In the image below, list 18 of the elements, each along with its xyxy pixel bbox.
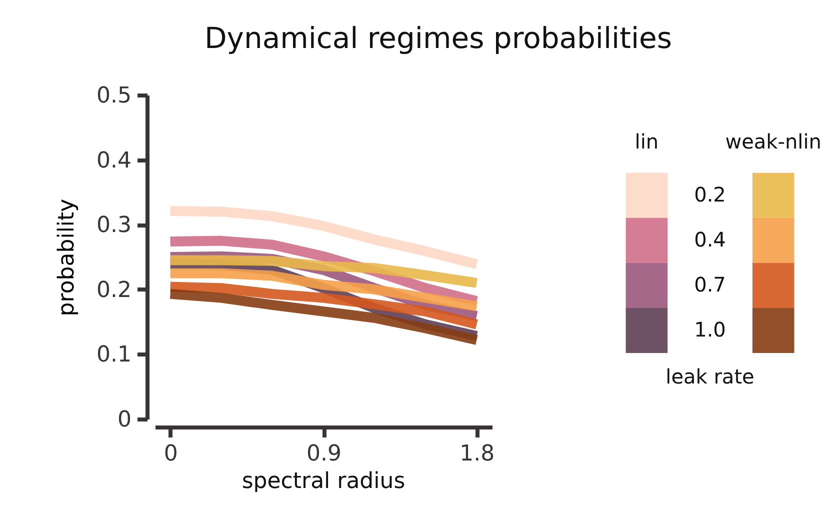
y-tick-label: 0.2 [96, 278, 132, 303]
x-tick-label: 0.9 [306, 442, 342, 466]
legend-label: 0.2 [694, 182, 726, 206]
legend-label: 0.4 [694, 227, 726, 252]
text: weak-nlin [725, 130, 822, 154]
legend-label: 0.7 [694, 272, 726, 296]
legend-label: 1.0 [694, 317, 726, 342]
y-tick-label: 0.5 [96, 84, 132, 108]
y-tick-label: 0 [118, 408, 132, 432]
y-tick-label: 0.3 [96, 213, 132, 238]
text: lin [634, 130, 659, 154]
legend-title: leak rate [666, 364, 754, 389]
x-tick-label: 0 [164, 442, 178, 466]
y-tick-label: 0.1 [96, 342, 132, 368]
y-axis-title: probability [54, 198, 80, 316]
x-tick-label: 1.8 [460, 442, 495, 466]
y-tick-label: 0.4 [96, 148, 132, 174]
chart-title: Dynamical regimes probabilities [204, 21, 672, 55]
